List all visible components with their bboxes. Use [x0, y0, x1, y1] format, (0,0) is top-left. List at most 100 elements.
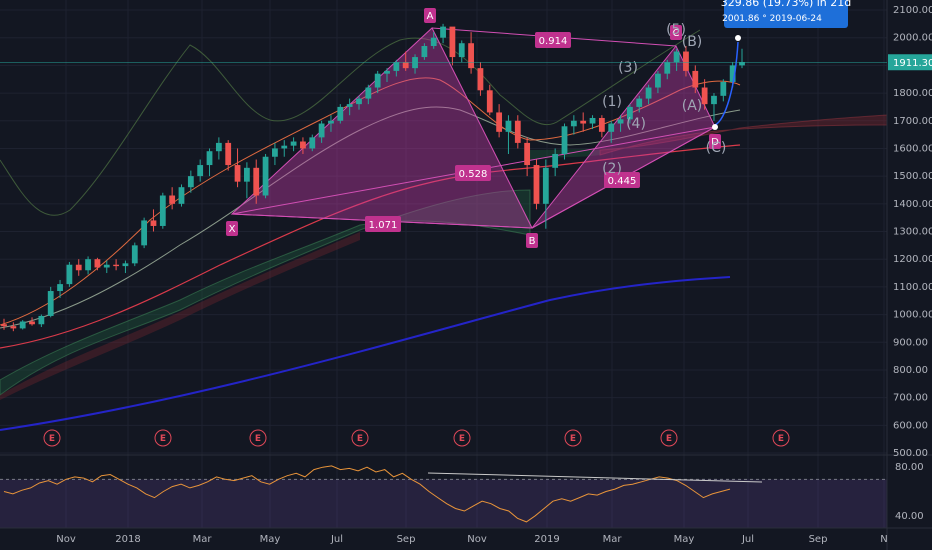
price-tick-label: 1700.00	[893, 116, 932, 127]
candle-body	[328, 120, 334, 124]
candle-body	[636, 98, 643, 107]
candles	[1, 23, 745, 332]
rsi-line	[3, 465, 731, 523]
price-tick-label: 2000.00	[893, 33, 932, 44]
harmonic-pattern: 0.914 0.528 1.071 0.445 X A B C D	[226, 8, 721, 248]
candle-body	[75, 264, 82, 271]
ma-100-line	[0, 144, 741, 349]
candle-body	[1, 324, 7, 327]
candle-body	[430, 37, 437, 46]
pattern-ratio-box	[604, 172, 640, 188]
candle-body	[19, 321, 26, 329]
pattern-point-box	[424, 8, 436, 23]
price-tick-label: 1000.00	[893, 310, 932, 321]
time-tick-label: 2019	[534, 534, 559, 545]
ma-50-line	[0, 106, 741, 329]
earnings-marker-circle	[772, 429, 790, 447]
candle-body	[131, 245, 138, 264]
candle-body	[449, 26, 456, 58]
candle-body	[10, 326, 17, 329]
candle-body	[234, 165, 241, 182]
candle-body	[374, 73, 381, 88]
grid	[0, 0, 887, 528]
pattern-ratio-box	[365, 216, 401, 232]
candle-body	[356, 98, 362, 105]
candle-body	[215, 142, 222, 152]
earnings-marker-label: E	[255, 434, 261, 444]
rsi-tick-label: 40.00	[895, 511, 924, 522]
rsi-panel	[0, 454, 932, 529]
moving-averages	[0, 29, 741, 431]
wave-label: (A)	[682, 98, 703, 114]
candle-body	[85, 259, 91, 271]
wave-label: (1)	[602, 94, 622, 110]
candle-body	[29, 321, 35, 325]
candle-body	[113, 264, 119, 267]
candle-body	[570, 120, 577, 127]
price-tick-label: 900.00	[893, 337, 928, 348]
pattern-point-label: A	[427, 11, 434, 22]
ma-200-line	[0, 276, 731, 431]
candle-body	[421, 45, 428, 58]
time-tick-label: 2018	[115, 534, 140, 545]
time-tick-label: Jul	[741, 534, 754, 545]
pattern-ratio-label: 0.445	[608, 176, 637, 187]
candle-body	[589, 117, 596, 124]
cloud-bear-early	[0, 232, 360, 400]
time-tick-label: Nov	[56, 534, 76, 545]
price-tick-label: 800.00	[893, 365, 928, 376]
candle-body	[701, 87, 708, 105]
candle-body	[683, 51, 689, 71]
point-d-marker	[712, 124, 718, 130]
earnings-marker-label: E	[160, 434, 166, 444]
candle-body	[402, 62, 409, 69]
candle-body	[477, 68, 484, 91]
candle-body	[496, 112, 503, 132]
wave-label: (B)	[682, 34, 703, 50]
price-tick-label: 1500.00	[893, 171, 932, 182]
pattern-point-box	[226, 221, 238, 236]
cloud-bull	[0, 189, 531, 396]
wave-label: (5)	[666, 22, 686, 38]
candle-body	[393, 62, 400, 71]
pattern-point-box	[526, 233, 538, 248]
time-tick-label: Mar	[193, 534, 213, 545]
candle-body	[608, 123, 615, 132]
candle-body	[664, 62, 671, 74]
candle-body	[524, 142, 531, 166]
pattern-ratio-label: 1.071	[369, 220, 398, 231]
candle-body	[150, 220, 157, 226]
candle-body	[169, 195, 176, 204]
ma-20-line	[0, 77, 741, 326]
candle-body	[552, 153, 559, 168]
candle-body	[141, 220, 148, 246]
pattern-ratio-label: 0.528	[459, 169, 488, 180]
pattern-ratio-box	[455, 165, 491, 181]
candle-body	[281, 145, 288, 149]
earnings-marker-label: E	[459, 434, 465, 444]
candle-body	[346, 104, 353, 107]
price-tick-label: 600.00	[893, 420, 928, 431]
wave-label: (4)	[626, 116, 646, 132]
price-tick-label: 1800.00	[893, 88, 932, 99]
candle-body	[94, 259, 101, 268]
last-price-label: 1911.30	[893, 58, 932, 69]
price-tick-label: 700.00	[893, 393, 928, 404]
candle-body	[206, 151, 213, 166]
candle-body	[711, 95, 717, 105]
candle-body	[197, 165, 204, 177]
price-tick-label: 2100.00	[893, 5, 932, 16]
candle-body	[272, 148, 278, 157]
projection-arrow	[714, 41, 739, 126]
candle-body	[38, 315, 45, 325]
candle-body	[729, 65, 736, 82]
time-axis: Nov 2018 Mar May Jul Sep Nov 2019 Mar May Jul Sep N	[0, 527, 932, 545]
measure-text: 329.86 (19.73%) in 21d	[721, 0, 852, 9]
time-tick-label: Mar	[603, 534, 623, 545]
pattern-point-label: D	[711, 137, 719, 148]
candle-body	[617, 119, 624, 124]
time-tick-label: May	[260, 534, 281, 545]
candle-body	[262, 156, 269, 196]
